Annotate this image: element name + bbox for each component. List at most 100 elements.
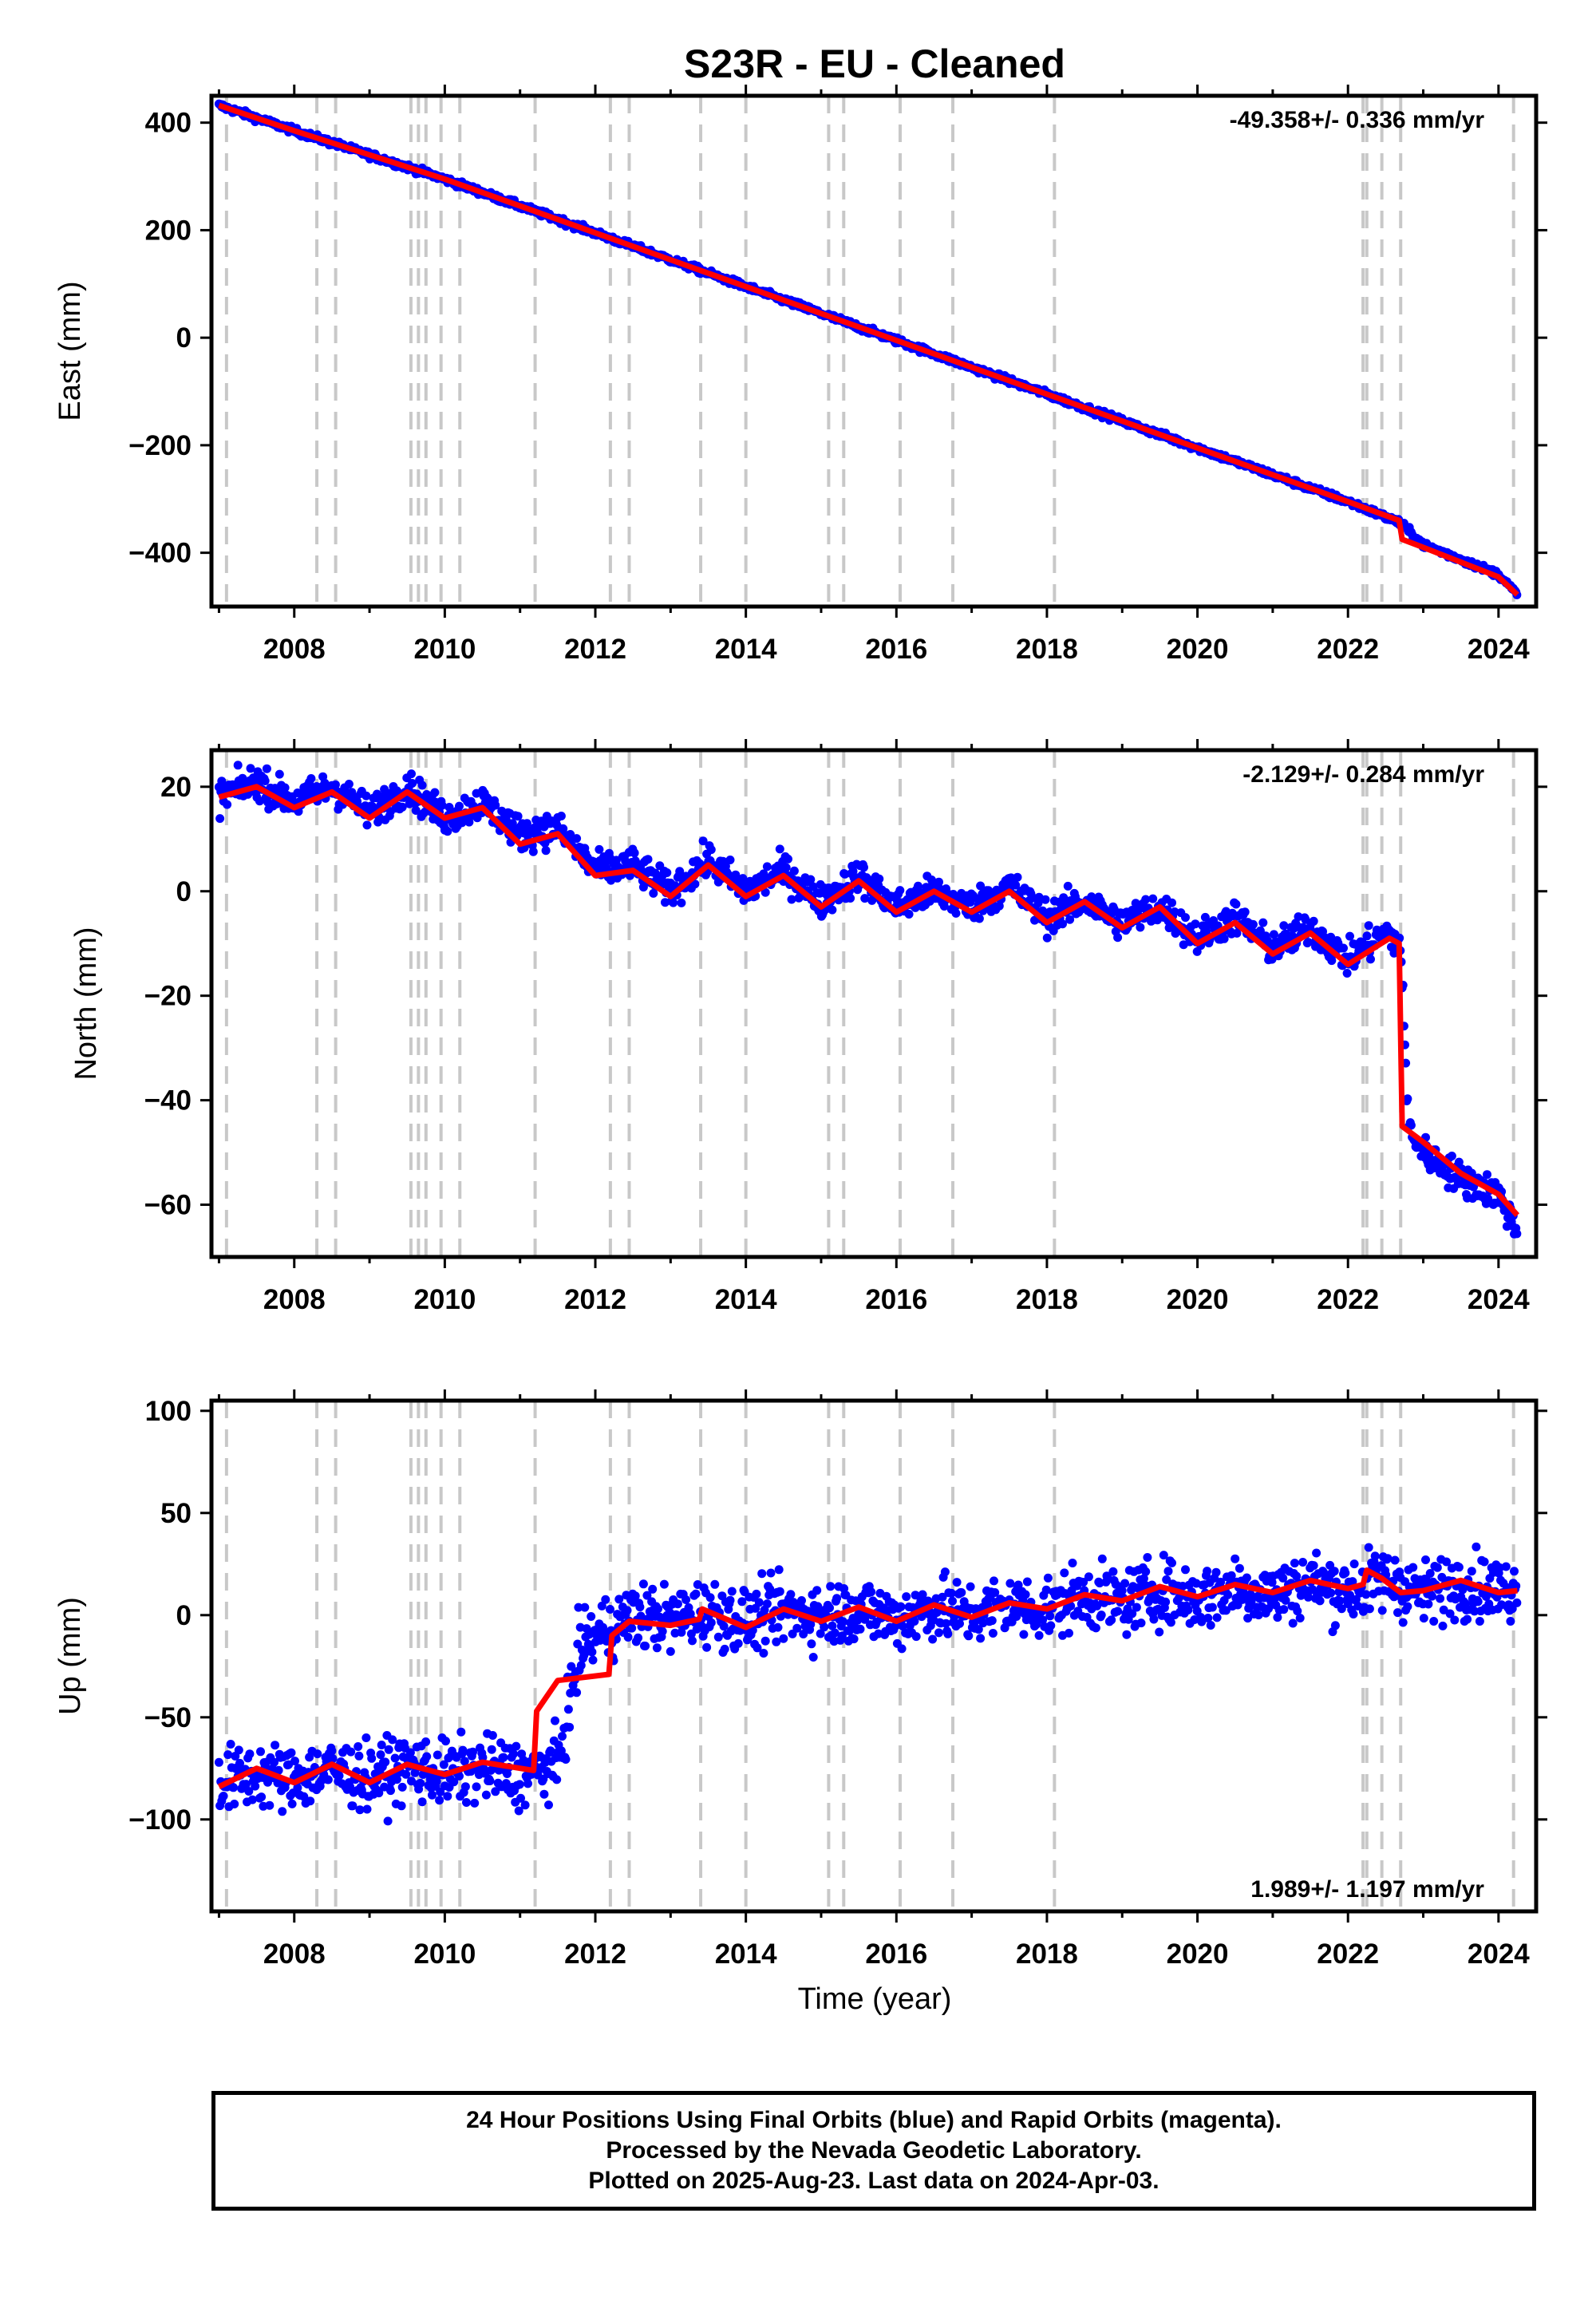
observation-point (361, 791, 371, 800)
observation-point (720, 1644, 729, 1654)
observation-point (432, 1777, 441, 1786)
observation-point (1398, 1618, 1408, 1627)
observation-point (654, 1604, 662, 1614)
observation-point (361, 1733, 371, 1742)
observation-point (974, 914, 984, 923)
observation-point (710, 1579, 720, 1589)
observation-point (669, 898, 678, 907)
observation-point (1162, 1575, 1171, 1584)
observation-point (1342, 969, 1352, 978)
observation-point (1046, 1621, 1056, 1630)
x-tick-label: 2022 (1317, 1939, 1379, 1970)
observation-point (1439, 1605, 1448, 1614)
observation-point (1211, 1567, 1221, 1577)
x-tick-label: 2018 (1016, 634, 1078, 665)
footer-box: 24 Hour Positions Using Final Orbits (bl… (211, 2091, 1536, 2211)
y-tick-label: 0 (176, 1600, 192, 1631)
observation-point (855, 1624, 865, 1634)
observation-point (1475, 1617, 1484, 1626)
observation-point (1335, 1596, 1345, 1606)
observation-point (405, 1748, 415, 1757)
observation-point (875, 874, 884, 883)
observation-point (951, 908, 961, 918)
observation-point (362, 1804, 372, 1814)
observation-point (1510, 1567, 1519, 1576)
footer-line-1: 24 Hour Positions Using Final Orbits (bl… (466, 2107, 1282, 2133)
observation-point (1258, 918, 1268, 927)
observation-point (943, 1629, 953, 1638)
observation-point (1212, 1613, 1222, 1622)
observation-point (1248, 919, 1258, 929)
observation-point (902, 1592, 911, 1602)
observation-point (1429, 1617, 1439, 1626)
observation-point (727, 1587, 737, 1596)
observation-point (1403, 1602, 1412, 1611)
x-tick-label: 2020 (1167, 1939, 1229, 1970)
observation-point (411, 806, 421, 815)
observation-point (1166, 1618, 1175, 1627)
observation-point (1183, 1605, 1193, 1614)
observation-point (223, 1750, 233, 1760)
observation-point (437, 800, 447, 810)
observation-point (1295, 1614, 1305, 1622)
observation-point (1348, 1577, 1357, 1587)
observation-point (957, 1588, 966, 1597)
observation-point (1092, 1601, 1102, 1611)
observation-point (1470, 1607, 1479, 1616)
observation-point (1242, 1573, 1251, 1583)
observation-point (611, 856, 621, 865)
observation-point (1005, 1579, 1015, 1588)
observation-point (1377, 1606, 1387, 1615)
observation-point (648, 1584, 658, 1594)
observation-point (436, 1787, 445, 1796)
observation-point (1042, 933, 1052, 943)
observation-point (627, 1623, 637, 1633)
observation-point (759, 1649, 768, 1658)
observation-point (362, 820, 372, 830)
x-tick-label: 2024 (1468, 634, 1530, 665)
observation-point (1273, 1613, 1282, 1622)
observation-point (630, 1591, 640, 1601)
observation-point (1013, 872, 1022, 882)
observation-point (219, 1792, 228, 1800)
observation-point (1326, 1588, 1336, 1598)
observation-point (265, 1800, 275, 1810)
observation-point (826, 1582, 836, 1591)
observation-point (733, 1638, 743, 1648)
observation-point (397, 1782, 407, 1792)
observation-point (247, 1795, 257, 1804)
x-tick-label: 2010 (413, 1284, 476, 1315)
observation-point (705, 1593, 715, 1603)
observation-point (1149, 1614, 1159, 1624)
observation-point (488, 1731, 497, 1740)
observation-point (1315, 1596, 1325, 1606)
observation-point (737, 1597, 747, 1607)
observation-point (898, 1622, 907, 1631)
plot-frame (209, 1398, 1539, 1914)
observation-point (286, 1748, 296, 1757)
observation-point (773, 1622, 783, 1632)
observation-point (1206, 1621, 1215, 1630)
observation-point (456, 1727, 466, 1737)
observation-point (1028, 893, 1037, 903)
observation-point (1428, 1591, 1436, 1601)
observation-point (241, 1780, 251, 1789)
observation-point (623, 1633, 633, 1642)
x-tick-label: 2008 (263, 634, 326, 665)
observation-point (1060, 1568, 1069, 1578)
observation-point (556, 1746, 566, 1756)
observation-point (1365, 1604, 1374, 1614)
observation-point (1197, 1617, 1207, 1626)
x-tick-label: 2022 (1317, 634, 1379, 665)
observation-point (1128, 1609, 1137, 1618)
observation-point (407, 769, 416, 779)
observation-point (246, 764, 255, 773)
rate-label: -2.129+/- 0.284 mm/yr (1242, 761, 1484, 788)
x-tick-label: 2010 (413, 1939, 476, 1970)
observation-point (293, 1783, 302, 1792)
observation-point (1041, 1585, 1051, 1595)
observation-point (1203, 1567, 1212, 1576)
observation-point (775, 1587, 784, 1596)
observation-point (1383, 1554, 1393, 1563)
observation-point (677, 898, 686, 907)
